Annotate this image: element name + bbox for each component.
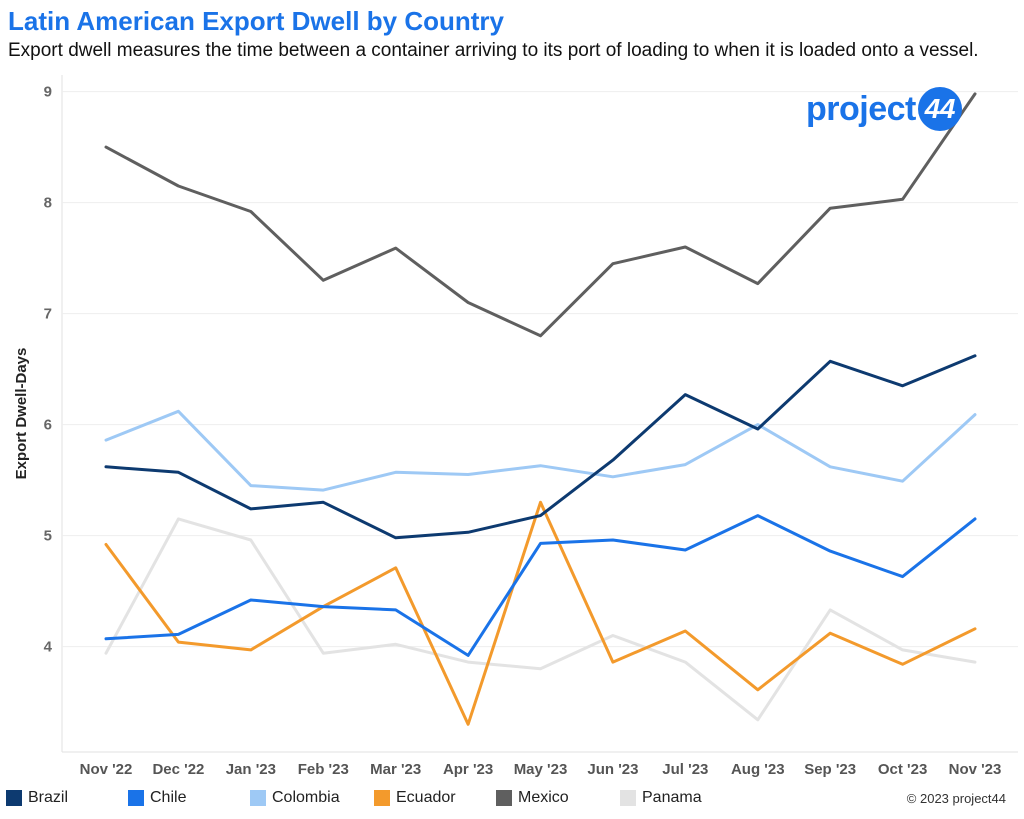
y-tick-label: 8 xyxy=(44,195,52,212)
y-tick-label: 7 xyxy=(44,306,52,323)
x-tick-label: Jun '23 xyxy=(587,761,638,778)
x-tick-label: Aug '23 xyxy=(731,761,785,778)
legend-item-chile: Chile xyxy=(128,789,186,807)
legend-label: Brazil xyxy=(28,789,69,806)
copyright-text: © 2023 project44 xyxy=(906,791,1006,806)
x-tick-label: Mar '23 xyxy=(370,761,421,778)
legend-swatch xyxy=(250,790,266,806)
x-tick-label: Jan '23 xyxy=(226,761,276,778)
x-tick-label: Sep '23 xyxy=(804,761,856,778)
legend-label: Panama xyxy=(642,789,702,806)
y-axis-label: Export Dwell-Days xyxy=(13,348,30,480)
y-tick-label: 9 xyxy=(44,84,52,101)
project44-logo: project 44 xyxy=(806,86,962,132)
legend-label: Ecuador xyxy=(396,789,456,806)
chart-legend: Brazil Chile Colombia Ecuador Mexico Panama xyxy=(6,789,1018,813)
x-tick-label: May '23 xyxy=(514,761,568,778)
legend-item-ecuador: Ecuador xyxy=(374,789,456,807)
x-tick-label: Apr '23 xyxy=(443,761,493,778)
series-line-mexico xyxy=(104,92,977,338)
chart-subtitle: Export dwell measures the time between a… xyxy=(8,40,979,61)
legend-item-mexico: Mexico xyxy=(496,789,569,807)
x-tick-label: Jul '23 xyxy=(662,761,708,778)
legend-item-panama: Panama xyxy=(620,789,702,807)
x-tick-label: Feb '23 xyxy=(298,761,349,778)
y-tick-label: 4 xyxy=(44,639,53,656)
y-tick-label: 6 xyxy=(44,417,52,434)
series-line-colombia xyxy=(104,409,977,492)
x-tick-label: Nov '23 xyxy=(949,761,1002,778)
legend-label: Mexico xyxy=(518,789,569,806)
legend-label: Chile xyxy=(150,789,187,806)
series-line-ecuador xyxy=(104,500,977,726)
series-line-panama xyxy=(104,517,977,722)
x-tick-label: Oct '23 xyxy=(878,761,927,778)
series-line-chile xyxy=(104,514,977,657)
logo-text: project xyxy=(806,89,916,128)
x-tick-label: Nov '22 xyxy=(80,761,133,778)
legend-swatch xyxy=(6,790,22,806)
legend-label: Colombia xyxy=(272,789,340,806)
legend-item-brazil: Brazil xyxy=(6,789,68,807)
chart-title: Latin American Export Dwell by Country xyxy=(8,6,505,36)
legend-item-colombia: Colombia xyxy=(250,789,340,807)
legend-swatch xyxy=(128,790,144,806)
legend-swatch xyxy=(374,790,390,806)
legend-swatch xyxy=(496,790,512,806)
y-tick-label: 5 xyxy=(44,528,52,545)
x-tick-label: Dec '22 xyxy=(152,761,204,778)
series-line-brazil xyxy=(104,354,977,540)
legend-swatch xyxy=(620,790,636,806)
logo-badge: 44 xyxy=(917,87,962,131)
